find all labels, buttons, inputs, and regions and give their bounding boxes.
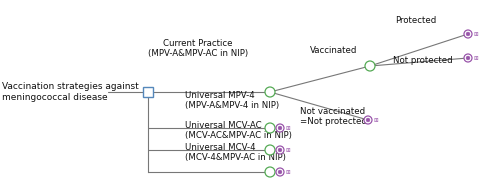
Circle shape: [365, 61, 375, 71]
Circle shape: [366, 118, 370, 122]
Text: Universal MPV-4
(MPV-A&MPV-4 in NIP): Universal MPV-4 (MPV-A&MPV-4 in NIP): [185, 91, 279, 110]
Text: Vaccinated: Vaccinated: [310, 46, 358, 55]
Circle shape: [464, 54, 472, 62]
Circle shape: [278, 148, 282, 152]
Text: Current Practice
(MPV-A&MPV-AC in NIP): Current Practice (MPV-A&MPV-AC in NIP): [148, 39, 248, 58]
Circle shape: [276, 146, 284, 154]
Text: ⊞: ⊞: [286, 148, 290, 153]
Text: ⊞: ⊞: [286, 125, 290, 130]
Circle shape: [464, 30, 472, 38]
Text: Universal MCV-4
(MCV-4&MPV-AC in NIP): Universal MCV-4 (MCV-4&MPV-AC in NIP): [185, 143, 286, 162]
Text: Not vaccinated
=Not protected: Not vaccinated =Not protected: [300, 107, 367, 126]
Text: Protected: Protected: [395, 16, 436, 25]
Circle shape: [265, 123, 275, 133]
Bar: [143, 87, 153, 97]
Text: Not protected: Not protected: [393, 56, 452, 65]
Circle shape: [265, 167, 275, 177]
Circle shape: [276, 124, 284, 132]
Text: ⊞: ⊞: [374, 118, 378, 123]
Circle shape: [278, 170, 282, 174]
Text: Universal MCV-AC
(MCV-AC&MPV-AC in NIP): Universal MCV-AC (MCV-AC&MPV-AC in NIP): [185, 121, 292, 140]
Circle shape: [466, 32, 470, 36]
Text: ⊞: ⊞: [474, 31, 478, 36]
Circle shape: [466, 56, 470, 60]
Circle shape: [278, 126, 282, 130]
Text: ⊞: ⊞: [286, 169, 290, 174]
Circle shape: [364, 116, 372, 124]
Circle shape: [265, 87, 275, 97]
Circle shape: [265, 145, 275, 155]
Text: Vaccination strategies against
meningococcal disease: Vaccination strategies against meningoco…: [2, 82, 139, 102]
Circle shape: [276, 168, 284, 176]
Text: ⊞: ⊞: [474, 56, 478, 61]
